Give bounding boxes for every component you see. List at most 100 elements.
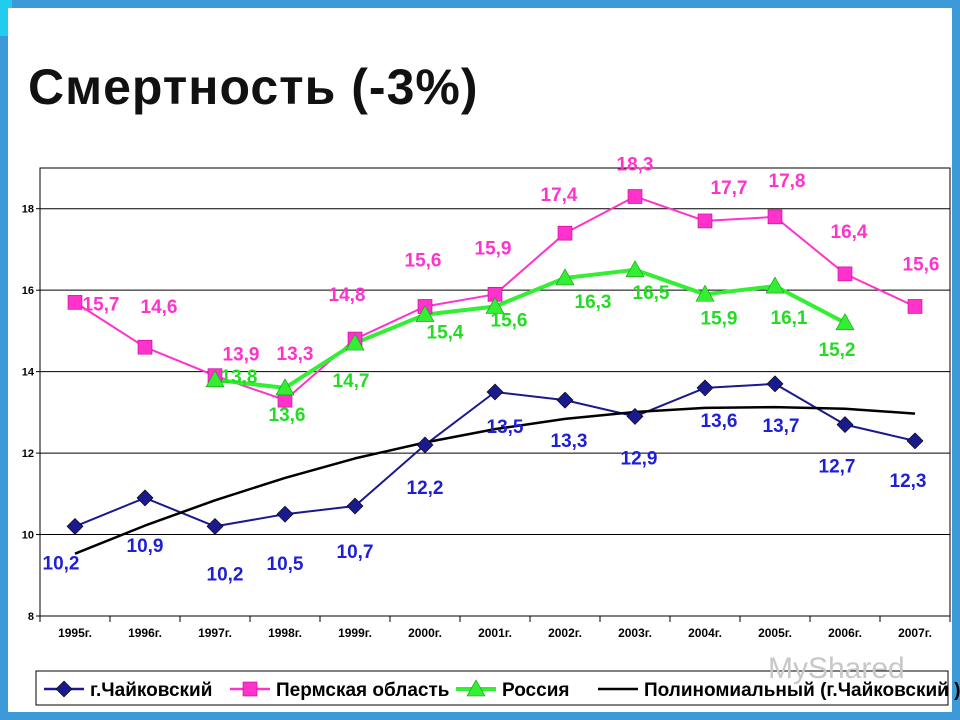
legend-label: Россия xyxy=(502,680,569,701)
data-label: 17,7 xyxy=(711,178,748,199)
data-label: 15,9 xyxy=(701,308,738,329)
series-line xyxy=(214,267,846,390)
square-marker xyxy=(137,339,153,355)
data-label: 17,8 xyxy=(769,171,806,192)
legend-label: Полиномиальный (г.Чайковский ) xyxy=(644,680,960,701)
data-label: 10,2 xyxy=(207,564,244,585)
square-marker xyxy=(627,189,643,204)
square-marker xyxy=(67,295,83,310)
data-label: 16,5 xyxy=(633,283,670,304)
triangle-marker xyxy=(555,268,575,286)
diamond-marker xyxy=(136,489,154,507)
x-tick-label: 2006г. xyxy=(828,626,862,640)
x-tick-label: 2002г. xyxy=(548,626,582,640)
x-tick-label: 2005г. xyxy=(758,626,792,640)
x-tick-label: 1996г. xyxy=(128,626,162,640)
data-label: 13,7 xyxy=(763,416,800,437)
diamond-marker xyxy=(836,416,854,434)
diamond-marker xyxy=(55,680,73,698)
x-tick-label: 2001г. xyxy=(478,626,512,640)
square-marker xyxy=(907,299,923,314)
square-marker xyxy=(557,225,573,241)
x-tick-label: 1999г. xyxy=(338,626,372,640)
data-label: 15,6 xyxy=(491,310,528,331)
data-label: 16,1 xyxy=(771,308,808,329)
data-label: 13,6 xyxy=(269,405,306,426)
data-label: 13,8 xyxy=(221,367,258,388)
x-tick-label: 2003г. xyxy=(618,626,652,640)
data-label: 15,6 xyxy=(405,250,442,271)
diamond-marker xyxy=(416,436,434,454)
x-tick-label: 2004г. xyxy=(688,626,722,640)
triangle-marker xyxy=(625,260,645,278)
data-label: 14,6 xyxy=(141,297,178,318)
diamond-marker xyxy=(906,432,924,450)
x-tick-label: 1995г. xyxy=(58,626,92,640)
triangle-marker xyxy=(765,276,785,294)
data-label: 12,7 xyxy=(819,457,856,478)
x-tick-label: 1998г. xyxy=(268,626,302,640)
y-tick-label: 10 xyxy=(22,530,34,542)
diamond-marker xyxy=(206,517,224,535)
slide-canvas xyxy=(8,8,952,712)
diamond-marker xyxy=(626,408,644,425)
data-label: 15,9 xyxy=(475,238,512,259)
series-line xyxy=(74,405,916,555)
data-label: 17,4 xyxy=(541,185,578,206)
data-label: 12,2 xyxy=(407,478,444,499)
data-label: 13,3 xyxy=(551,431,588,452)
y-tick-label: 12 xyxy=(22,448,34,460)
data-label: 15,6 xyxy=(903,254,940,275)
data-label: 14,7 xyxy=(333,371,370,392)
diamond-marker xyxy=(766,375,784,393)
data-label: 12,3 xyxy=(890,471,927,492)
y-tick-label: 8 xyxy=(28,611,34,623)
y-axis: 8 10 12 14 16 18 xyxy=(22,204,40,623)
square-marker xyxy=(837,266,853,282)
legend-label: г.Чайковский xyxy=(90,680,212,701)
square-marker xyxy=(767,209,783,225)
triangle-marker xyxy=(275,378,295,396)
x-tick-label: 2000г. xyxy=(408,626,442,640)
data-label: 10,5 xyxy=(267,554,304,575)
data-label: 15,4 xyxy=(427,323,464,344)
legend-label: Пермская область xyxy=(276,680,449,701)
watermark-logo: MyShared xyxy=(768,652,905,685)
triangle-marker xyxy=(415,305,435,322)
diamond-marker xyxy=(66,517,84,535)
data-label: 16,3 xyxy=(575,292,612,313)
data-label: 13,3 xyxy=(277,344,314,365)
data-label: 15,2 xyxy=(819,340,856,361)
data-labels: 10,2 10,9 10,2 10,5 10,7 12,2 13,5 13,3 12,9 13,6… xyxy=(43,155,940,586)
triangle-marker xyxy=(205,370,225,388)
square-marker xyxy=(697,213,713,229)
diamond-marker xyxy=(486,383,504,401)
diamond-marker xyxy=(276,505,294,523)
data-label: 10,2 xyxy=(43,553,80,574)
square-marker xyxy=(242,681,258,697)
data-label: 12,9 xyxy=(621,448,658,469)
data-label: 16,4 xyxy=(831,222,868,243)
data-label: 13,9 xyxy=(223,345,260,366)
triangle-marker xyxy=(835,313,855,331)
diamond-marker xyxy=(346,497,364,515)
triangle-marker xyxy=(345,333,365,351)
y-tick-label: 14 xyxy=(22,367,35,379)
data-label: 13,5 xyxy=(487,417,524,438)
x-axis: 1995г. 1996г. 1997г. 1998г. 1999г. 2000г. 2001… xyxy=(39,616,951,640)
data-label: 15,7 xyxy=(83,294,120,315)
x-tick-label: 2007г. xyxy=(898,626,932,640)
data-label: 10,7 xyxy=(337,542,374,563)
y-tick-label: 16 xyxy=(22,285,34,297)
diamond-marker xyxy=(556,391,574,409)
x-tick-label: 1997г. xyxy=(198,626,232,640)
data-label: 18,3 xyxy=(617,155,654,176)
data-label: 14,8 xyxy=(329,285,366,306)
slide-title: Смертность (-3%) xyxy=(28,59,479,115)
diamond-marker xyxy=(696,379,714,397)
triangle-marker xyxy=(466,679,486,697)
y-tick-label: 18 xyxy=(22,204,34,216)
chart-legend: г.Чайковский Пермская область Россия Полино… xyxy=(35,670,960,706)
